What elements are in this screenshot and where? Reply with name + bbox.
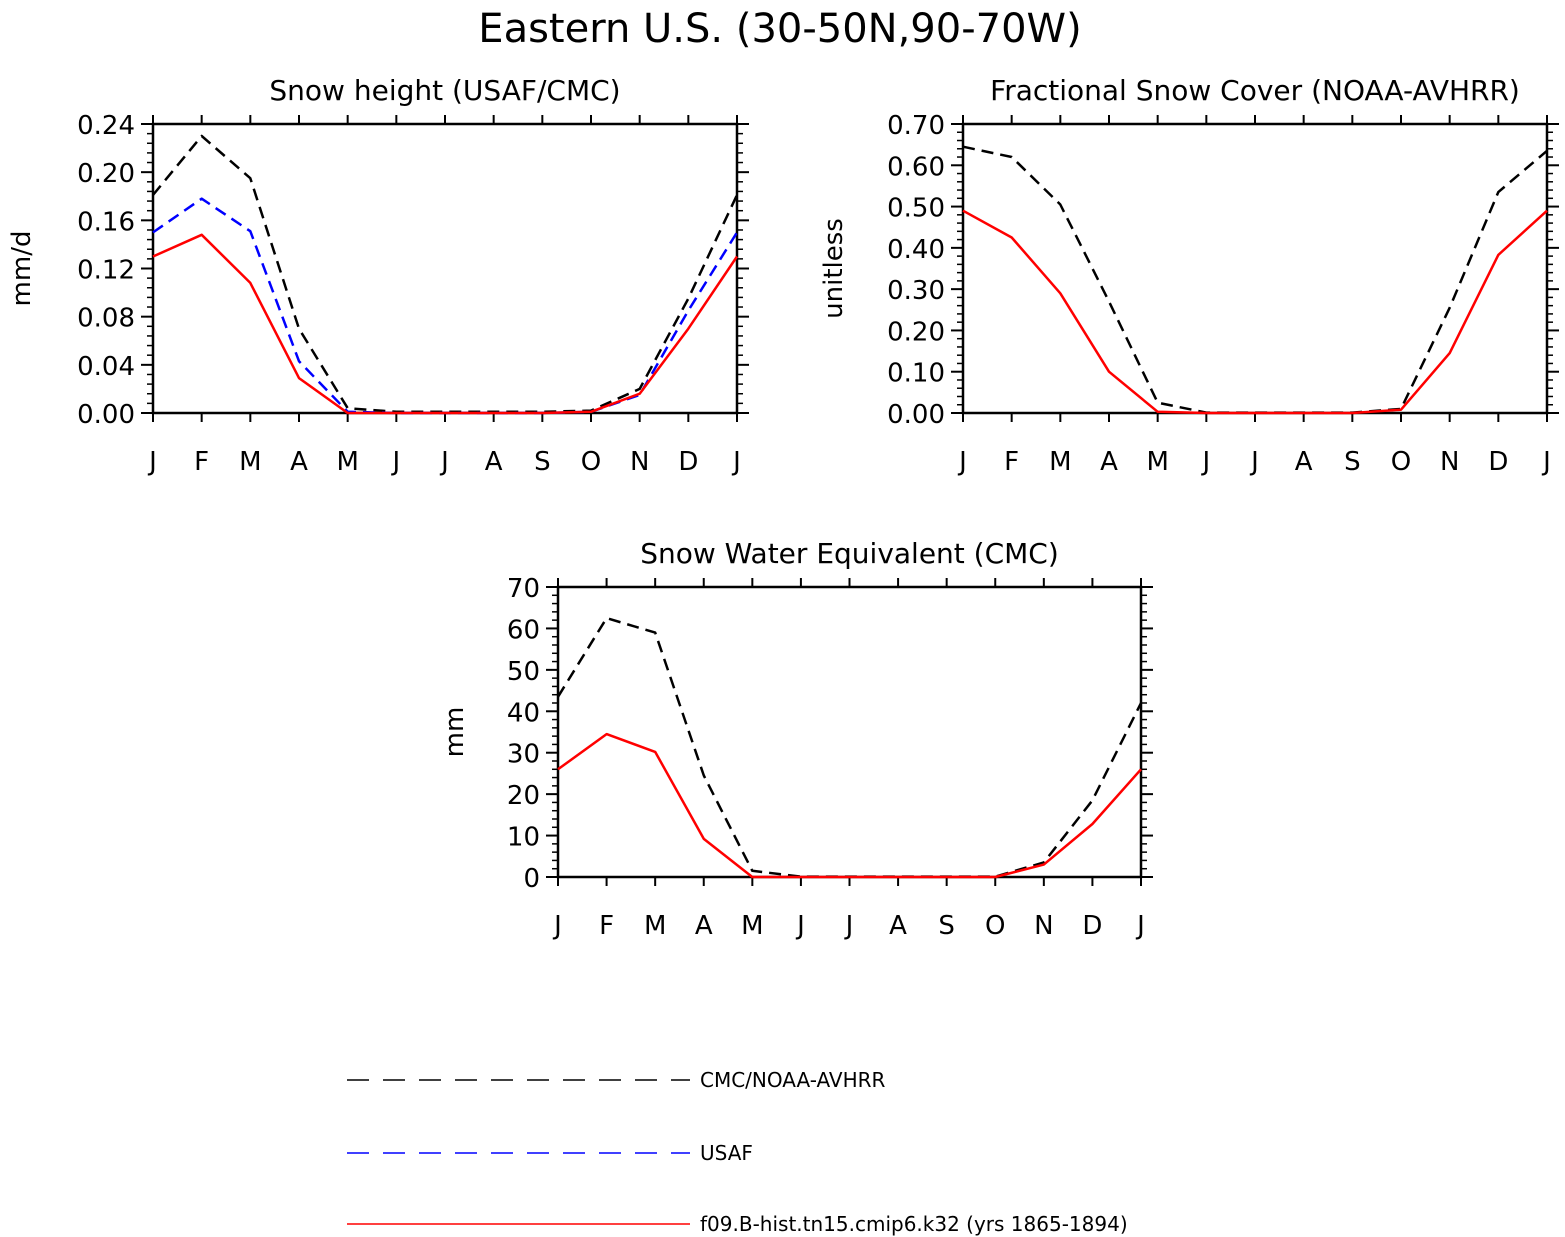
y-tick-label: 0.16 — [77, 207, 135, 237]
x-tick-label: A — [695, 911, 713, 941]
x-tick-label: J — [390, 447, 400, 477]
x-tick-label: F — [599, 911, 614, 941]
y-tick-label: 20 — [507, 781, 540, 811]
x-tick-label: O — [1391, 447, 1411, 477]
x-tick-label: A — [1100, 447, 1118, 477]
x-tick-label: N — [630, 447, 649, 477]
x-tick-label: J — [795, 911, 805, 941]
y-axis-label: mm/d — [7, 231, 37, 307]
series-line-model — [152, 233, 739, 415]
x-tick-label: A — [290, 447, 308, 477]
x-tick-label: J — [439, 447, 449, 477]
x-tick-label: N — [1034, 911, 1053, 941]
y-tick-label: 0.50 — [887, 194, 945, 224]
x-tick-label: S — [1344, 447, 1361, 477]
panel-title: Fractional Snow Cover (NOAA-AVHRR) — [990, 74, 1520, 107]
y-tick-label: 0.20 — [77, 159, 135, 189]
x-tick-label: J — [957, 447, 967, 477]
y-tick-label: 0.04 — [77, 352, 135, 382]
y-axis-label: mm — [440, 707, 470, 758]
x-tick-label: M — [336, 447, 358, 477]
x-tick-label: J — [844, 911, 854, 941]
panel-snow-water-equivalent: Snow Water Equivalent (CMC)mmJ F M A M J J A S O N… — [440, 537, 1153, 941]
x-tick-label: M — [1146, 447, 1168, 477]
y-tick-label: 0.30 — [887, 276, 945, 306]
x-tick-label: M — [1049, 447, 1071, 477]
x-tick-label: O — [985, 911, 1005, 941]
panel-snow-height: Snow height (USAF/CMC)mm/dJ F M A M J J A S O N D J0… — [7, 74, 749, 477]
x-tick-label: F — [194, 447, 209, 477]
y-tick-label: 0.40 — [887, 235, 945, 265]
x-tick-label: D — [678, 447, 698, 477]
x-tick-label: M — [644, 911, 666, 941]
y-tick-label: 0.00 — [77, 400, 135, 430]
series-line-obs — [962, 145, 1548, 414]
y-tick-label: 0.60 — [887, 152, 945, 182]
y-tick-label: 60 — [507, 615, 540, 645]
series-line-model — [962, 209, 1548, 415]
x-tick-label: N — [1440, 447, 1459, 477]
x-tick-label: D — [1488, 447, 1508, 477]
panel-title: Snow Water Equivalent (CMC) — [640, 537, 1059, 570]
y-tick-label: 70 — [507, 574, 540, 604]
x-tick-label: J — [147, 447, 157, 477]
legend-label-obs: CMC/NOAA-AVHRR — [700, 1068, 886, 1092]
y-tick-label: 0.20 — [887, 317, 945, 347]
y-tick-label: 40 — [507, 698, 540, 728]
x-tick-label: M — [741, 911, 763, 941]
panel-title: Snow height (USAF/CMC) — [269, 74, 620, 107]
legend: CMC/NOAA-AVHRR USAF f09.B-hist.tn15.cmip… — [347, 1068, 1128, 1236]
x-tick-label: F — [1004, 447, 1019, 477]
y-tick-label: 0.24 — [77, 111, 135, 141]
y-tick-label: 0.70 — [887, 111, 945, 141]
x-tick-label: S — [938, 911, 955, 941]
legend-label-usaf: USAF — [700, 1141, 753, 1165]
y-tick-label: 0.12 — [77, 256, 135, 286]
x-tick-label: J — [1135, 911, 1145, 941]
x-tick-label: A — [1295, 447, 1313, 477]
x-tick-label: D — [1082, 911, 1102, 941]
x-tick-label: O — [581, 447, 601, 477]
series-line-model — [557, 732, 1142, 879]
plot-frame — [961, 122, 1549, 415]
legend-label-model: f09.B-hist.tn15.cmip6.k32 (yrs 1865-1894… — [700, 1212, 1128, 1236]
figure-title: Eastern U.S. (30-50N,90-70W) — [478, 6, 1081, 52]
y-tick-label: 50 — [507, 657, 540, 687]
x-tick-label: A — [889, 911, 907, 941]
panel-fractional-snow-cover: Fractional Snow Cover (NOAA-AVHRR) unitle… — [819, 74, 1559, 477]
y-tick-label: 0.10 — [887, 359, 945, 389]
x-tick-label: J — [1249, 447, 1259, 477]
y-tick-label: 0 — [523, 864, 540, 894]
y-tick-label: 10 — [507, 823, 540, 853]
y-axis-label: unitless — [819, 218, 849, 319]
y-tick-label: 0.08 — [77, 304, 135, 334]
x-tick-label: J — [1200, 447, 1210, 477]
y-tick-label: 30 — [507, 740, 540, 770]
x-tick-label: J — [731, 447, 741, 477]
y-tick-label: 0.00 — [887, 400, 945, 430]
x-tick-label: M — [239, 447, 261, 477]
x-tick-label: S — [534, 447, 551, 477]
x-tick-label: J — [1541, 447, 1551, 477]
x-tick-label: A — [485, 447, 503, 477]
series-line-obs — [152, 134, 739, 414]
x-tick-label: J — [552, 911, 562, 941]
